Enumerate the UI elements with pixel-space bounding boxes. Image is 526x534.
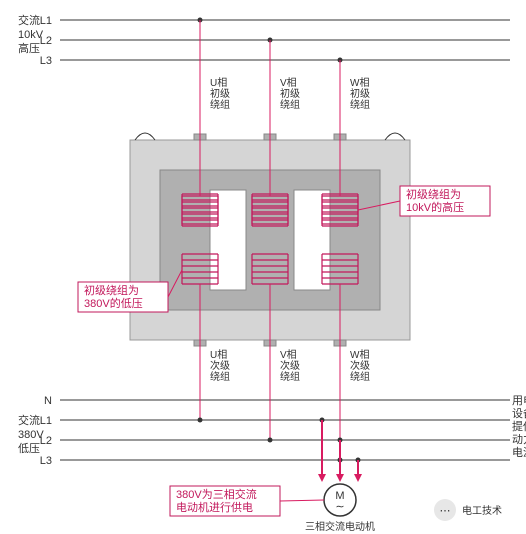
core-window: [294, 190, 330, 290]
svg-text:用电: 用电: [512, 394, 526, 407]
lug: [385, 133, 405, 140]
svg-text:交流: 交流: [18, 413, 40, 427]
svg-text:初级: 初级: [210, 87, 230, 100]
svg-text:10kV的高压: 10kV的高压: [406, 200, 464, 214]
svg-text:次级: 次级: [280, 359, 300, 372]
svg-text:绕组: 绕组: [280, 98, 300, 111]
arrow-icon: [354, 474, 362, 482]
svg-text:U相: U相: [210, 348, 227, 361]
svg-text:提供: 提供: [512, 419, 526, 433]
svg-text:初级: 初级: [280, 87, 300, 100]
svg-text:绕组: 绕组: [210, 98, 230, 111]
lug: [135, 133, 155, 140]
svg-text:绕组: 绕组: [210, 370, 230, 383]
arrow-icon: [318, 474, 326, 482]
svg-text:动力: 动力: [512, 433, 526, 446]
core-window: [210, 190, 246, 290]
svg-text:初级: 初级: [350, 87, 370, 100]
svg-text:V相: V相: [280, 76, 297, 89]
svg-text:W相: W相: [350, 348, 369, 361]
svg-text:低压: 低压: [18, 442, 40, 455]
svg-text:L3: L3: [40, 55, 52, 67]
svg-text:380V: 380V: [18, 429, 44, 441]
svg-text:N: N: [44, 395, 52, 407]
svg-text:次级: 次级: [210, 359, 230, 372]
svg-text:∼: ∼: [335, 501, 344, 513]
svg-text:L3: L3: [40, 455, 52, 467]
svg-text:电源: 电源: [512, 445, 526, 459]
svg-text:次级: 次级: [350, 359, 370, 372]
svg-text:U相: U相: [210, 76, 227, 89]
svg-text:交流: 交流: [18, 13, 40, 27]
svg-text:380V的低压: 380V的低压: [84, 296, 143, 310]
svg-text:三相交流电动机: 三相交流电动机: [305, 520, 375, 533]
svg-text:L1: L1: [40, 15, 52, 27]
svg-text:初级绕组为: 初级绕组为: [406, 187, 461, 201]
arrow-icon: [336, 474, 344, 482]
svg-text:电工技术: 电工技术: [462, 504, 502, 517]
svg-text:设备: 设备: [512, 406, 526, 420]
svg-text:初级绕组为: 初级绕组为: [84, 283, 139, 297]
svg-text:高压: 高压: [18, 41, 40, 55]
svg-text:⋯: ⋯: [440, 505, 451, 517]
svg-text:V相: V相: [280, 348, 297, 361]
svg-text:电动机进行供电: 电动机进行供电: [176, 500, 253, 514]
transformer-diagram: L1L2L3交流10kV高压NL1L2L3交流380V低压U相初级绕组V相初级绕…: [0, 0, 526, 534]
svg-text:绕组: 绕组: [280, 370, 300, 383]
svg-text:380V为三相交流: 380V为三相交流: [176, 487, 257, 501]
svg-text:绕组: 绕组: [350, 370, 370, 383]
svg-text:W相: W相: [350, 76, 369, 89]
svg-text:10kV: 10kV: [18, 29, 44, 41]
svg-text:L1: L1: [40, 415, 52, 427]
svg-text:绕组: 绕组: [350, 98, 370, 111]
